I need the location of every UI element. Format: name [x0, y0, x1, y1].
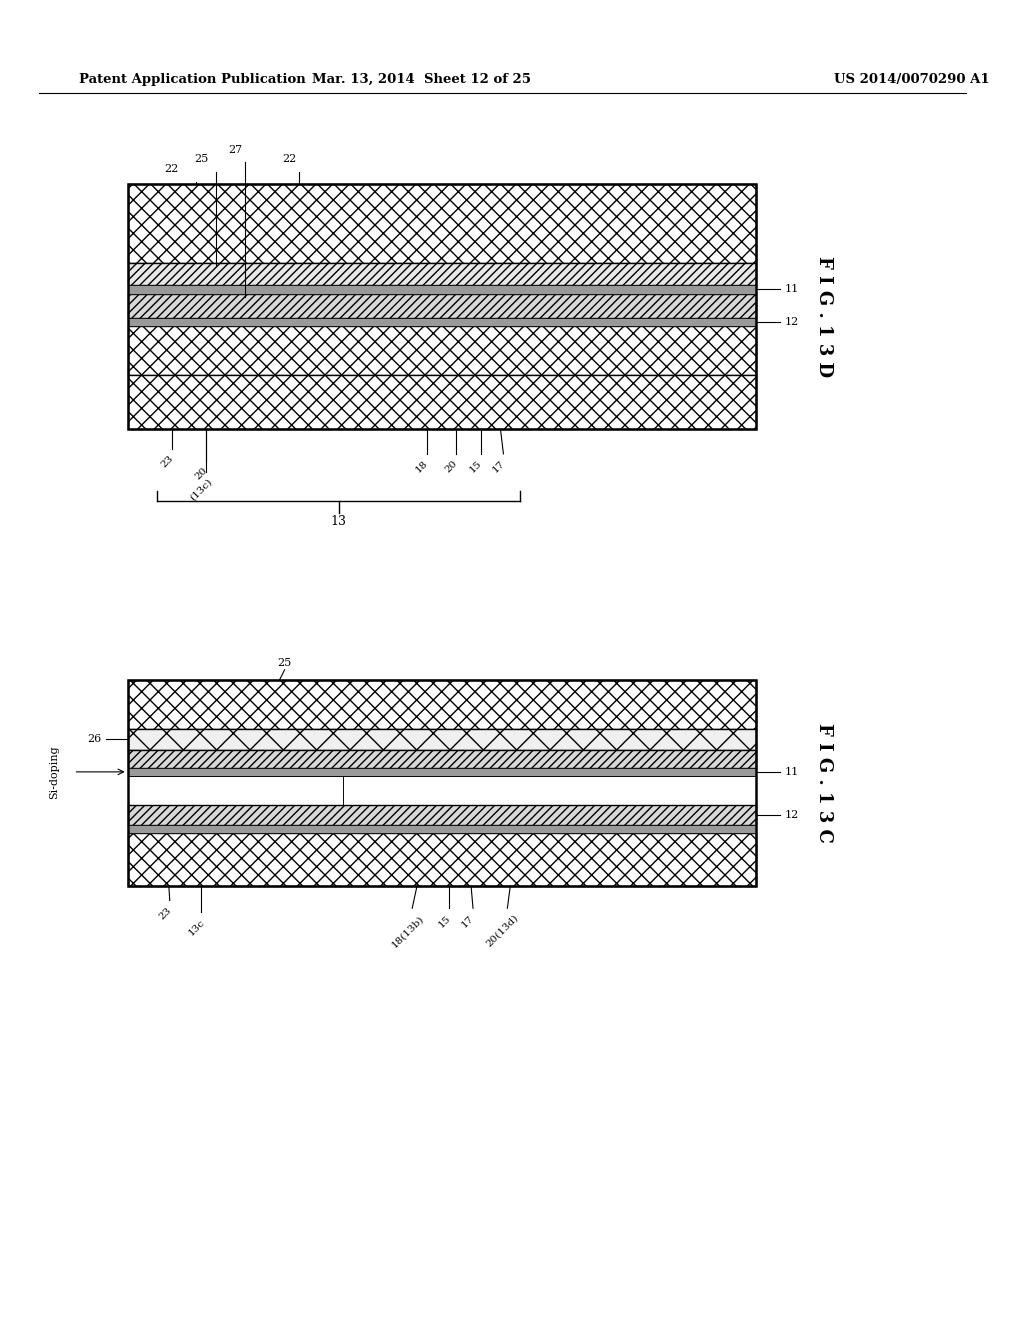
Text: 26: 26 — [87, 734, 101, 744]
Text: 20(13d): 20(13d) — [484, 913, 520, 949]
Bar — [128, 825, 756, 833]
Bar — [128, 375, 756, 429]
Text: Si-doping: Si-doping — [49, 744, 59, 799]
Text: 11: 11 — [785, 767, 800, 777]
Text: 22: 22 — [283, 154, 297, 165]
Text: 18(13b): 18(13b) — [389, 913, 425, 949]
Text: US 2014/0070290 A1: US 2014/0070290 A1 — [835, 73, 990, 86]
Text: 12: 12 — [785, 810, 800, 820]
Text: 15: 15 — [468, 459, 483, 475]
Bar — [128, 318, 756, 326]
Text: 17: 17 — [490, 459, 507, 475]
Bar — [128, 750, 756, 768]
Text: 12: 12 — [785, 317, 800, 327]
Bar — [128, 833, 756, 886]
Bar — [128, 768, 756, 776]
Bar — [343, 776, 756, 805]
Text: 23: 23 — [159, 454, 175, 470]
Bar — [128, 294, 756, 318]
Text: 27: 27 — [228, 145, 243, 154]
Text: 15: 15 — [436, 913, 453, 929]
Bar — [128, 776, 343, 805]
Bar — [128, 285, 756, 294]
Text: Patent Application Publication: Patent Application Publication — [79, 73, 305, 86]
Bar — [128, 805, 756, 825]
Text: F I G . 1 3 C: F I G . 1 3 C — [815, 723, 834, 842]
Bar — [128, 326, 756, 375]
Bar — [128, 183, 756, 429]
Text: 25: 25 — [278, 657, 292, 668]
Text: 13c: 13c — [186, 917, 206, 937]
Text: 13: 13 — [331, 515, 346, 528]
Text: F I G . 1 3 D: F I G . 1 3 D — [815, 256, 834, 378]
Bar — [128, 729, 756, 750]
Bar — [128, 183, 756, 263]
Text: 17: 17 — [460, 913, 476, 929]
Text: 25: 25 — [195, 154, 208, 165]
Text: 20: 20 — [194, 466, 209, 482]
Text: 18: 18 — [414, 459, 430, 475]
Bar — [128, 263, 756, 285]
Text: 22: 22 — [165, 164, 179, 174]
Bar — [128, 680, 756, 729]
Text: Mar. 13, 2014  Sheet 12 of 25: Mar. 13, 2014 Sheet 12 of 25 — [312, 73, 531, 86]
Text: 23: 23 — [157, 906, 173, 921]
Text: 20: 20 — [443, 459, 460, 475]
Text: (13c): (13c) — [188, 477, 214, 502]
Text: 11: 11 — [785, 284, 800, 294]
Bar — [128, 680, 756, 886]
